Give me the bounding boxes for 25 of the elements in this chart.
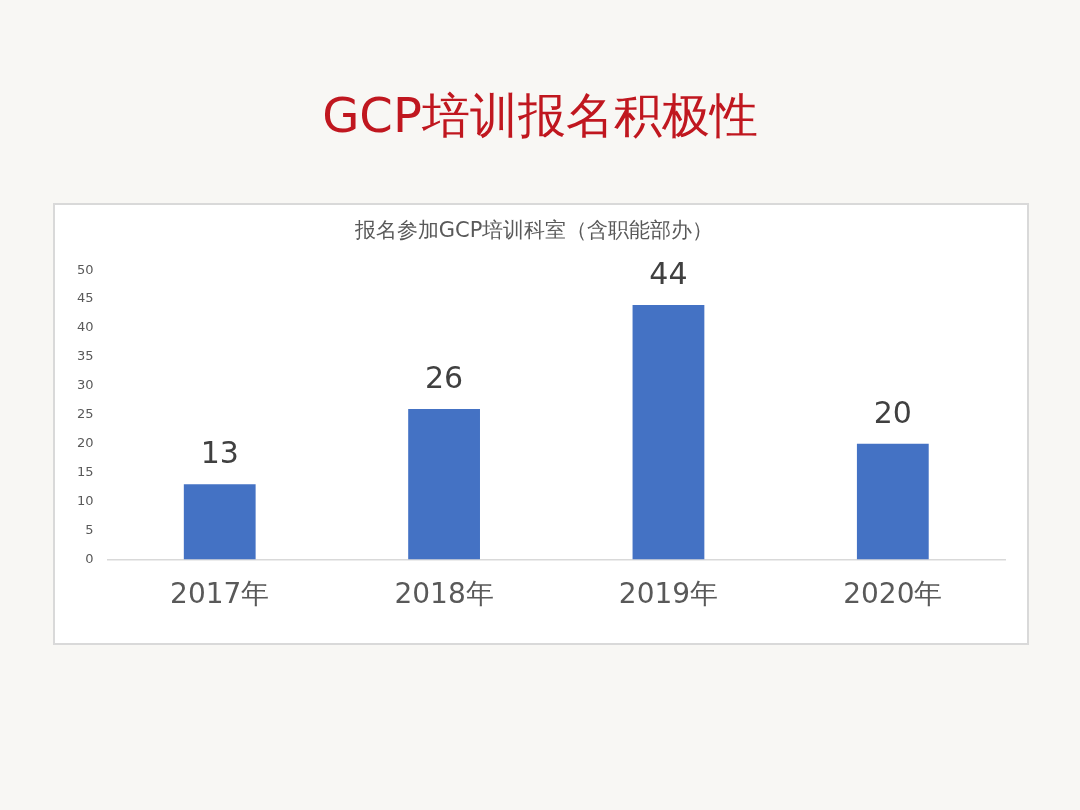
y-tick-label: 30 [77, 377, 94, 393]
x-tick-label: 2020年 [843, 577, 943, 611]
data-label: 20 [873, 394, 912, 430]
bar [183, 484, 256, 560]
y-tick-label: 20 [77, 435, 94, 451]
chart-subtitle: 报名参加GCP培训科室（含职能部办） [353, 218, 714, 243]
y-tick-label: 50 [77, 261, 94, 277]
y-tick-label: 15 [77, 464, 94, 480]
y-tick-label: 45 [77, 290, 94, 306]
data-label: 44 [649, 255, 688, 291]
x-tick-label: 2019年 [618, 577, 719, 611]
chart-title: GCP培训报名积极性 [321, 86, 759, 145]
y-tick-label: 10 [77, 492, 94, 508]
y-tick-label: 35 [77, 348, 94, 364]
bar [408, 409, 480, 560]
x-tick-label: 2017年 [170, 577, 270, 611]
y-tick-label: 25 [77, 406, 94, 422]
y-tick-label: 40 [77, 319, 94, 335]
bar [632, 304, 705, 560]
data-label: 26 [424, 359, 464, 395]
y-tick-label: 0 [85, 550, 94, 566]
y-tick-label: 5 [85, 521, 94, 537]
bar [856, 443, 929, 560]
data-label: 13 [200, 435, 239, 470]
x-tick-label: 2018年 [394, 577, 494, 611]
